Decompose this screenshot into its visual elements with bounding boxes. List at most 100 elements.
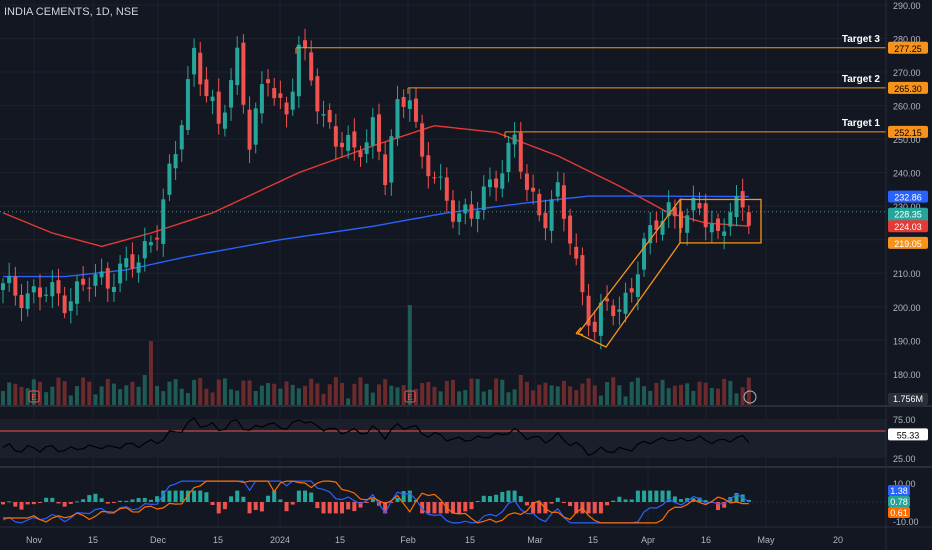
volume-bar [13, 383, 18, 405]
volume-bar [506, 392, 511, 405]
macd-histogram-bar [679, 499, 684, 502]
candle-body [524, 173, 529, 190]
candle-body [623, 292, 628, 314]
volume-bar [660, 379, 665, 405]
candle-body [167, 163, 172, 195]
volume-bar [389, 385, 394, 405]
candle-body [1, 283, 5, 291]
rsi-level-label: 75.00 [893, 415, 916, 425]
volume-bar [561, 380, 566, 405]
volume-bar [198, 378, 203, 405]
volume-bar [173, 379, 178, 405]
macd-histogram-bar [290, 502, 295, 505]
volume-bar [580, 383, 585, 405]
candle-body [210, 96, 215, 102]
candle-body [518, 132, 523, 172]
candle-body [130, 254, 135, 269]
candle-body [487, 179, 492, 188]
macd-panel [0, 480, 886, 524]
macd-histogram-bar [561, 502, 566, 503]
macd-histogram-bar [1, 502, 5, 505]
macd-histogram-bar [303, 490, 308, 502]
macd-histogram-bar [389, 502, 394, 503]
volume-bar [364, 383, 369, 405]
target-label: Target 3 [842, 34, 881, 45]
macd-histogram-bar [703, 500, 708, 502]
volume-bar [685, 383, 690, 405]
macd-histogram-bar [222, 502, 227, 510]
time-tick-label: Dec [150, 535, 167, 545]
macd-histogram-bar [56, 502, 61, 504]
macd-histogram-bar [333, 502, 338, 514]
volume-bar [537, 384, 542, 405]
macd-histogram-bar [592, 502, 597, 514]
candles [1, 28, 751, 350]
macd-histogram-bar [278, 499, 283, 502]
macd-histogram-bar [13, 502, 18, 507]
macd-histogram-bar [401, 491, 406, 502]
target-price-text: 252.15 [894, 128, 922, 138]
candle-body [19, 294, 24, 309]
macd-level-label: -10.00 [893, 517, 919, 527]
pattern-drawings [575, 198, 762, 348]
candle-body [444, 177, 449, 201]
macd-histogram-bar [31, 502, 36, 505]
macd-signal-line [3, 480, 749, 524]
macd-histogram-bar [130, 499, 135, 502]
macd-histogram-bar [235, 490, 240, 502]
volume-bar [426, 381, 431, 405]
macd-histogram-bar [62, 502, 67, 507]
volume-bar [401, 385, 406, 405]
volume-bar [617, 385, 622, 405]
target-label: Target 1 [842, 118, 881, 129]
target-price-text: 277.25 [894, 44, 922, 54]
chart-title: INDIA CEMENTS, 1D, NSE [4, 6, 138, 18]
macd-histogram-bar [74, 501, 79, 503]
macd-histogram-bar [450, 502, 455, 514]
macd-histogram-bar [284, 502, 289, 512]
macd-histogram-bar [524, 502, 529, 506]
volume-bar [377, 384, 381, 405]
price-tick-label: 200.00 [893, 303, 921, 313]
price-badge-text: 224.03 [894, 222, 922, 232]
macd-histogram-bar [241, 496, 246, 502]
candle-body [296, 44, 301, 97]
candle-body [568, 215, 573, 244]
volume-bar [524, 381, 529, 405]
macd-histogram-bar [407, 490, 412, 502]
candle-body [500, 173, 505, 189]
price-tick-label: 190.00 [893, 336, 921, 346]
volume-bar [494, 378, 499, 405]
price-badge-text: 228.35 [894, 210, 922, 220]
earnings-marker [28, 390, 40, 403]
target-price-badge [888, 125, 928, 138]
volume-bar [44, 392, 49, 405]
macd-histogram-bar [192, 490, 197, 502]
volume-bar [309, 378, 314, 405]
volume-bar [703, 382, 708, 405]
macd-histogram-bar [327, 502, 332, 514]
candle-body [580, 255, 585, 293]
volume-bar [531, 390, 536, 405]
volume-bar [74, 386, 79, 405]
macd-histogram-bar [216, 502, 221, 514]
candle-body [370, 117, 375, 146]
volume-bar [99, 386, 104, 405]
macd-histogram-bar [481, 495, 486, 502]
rsi-badge-text: 55.33 [897, 430, 920, 440]
candle-body [155, 237, 160, 240]
volume-badge [888, 393, 928, 405]
volume-bar [31, 379, 36, 405]
candle-body [364, 142, 369, 154]
candle-body [303, 40, 308, 48]
macd-histogram-bar [118, 500, 123, 502]
volume-bar [192, 379, 197, 405]
candle-body [592, 321, 597, 332]
volume-bar [87, 381, 92, 405]
macd-histogram-bar [358, 502, 363, 508]
consolidation-box [679, 198, 762, 244]
macd-badge [888, 507, 910, 518]
volume-bar [333, 377, 338, 405]
price-tick-label: 180.00 [893, 370, 921, 380]
